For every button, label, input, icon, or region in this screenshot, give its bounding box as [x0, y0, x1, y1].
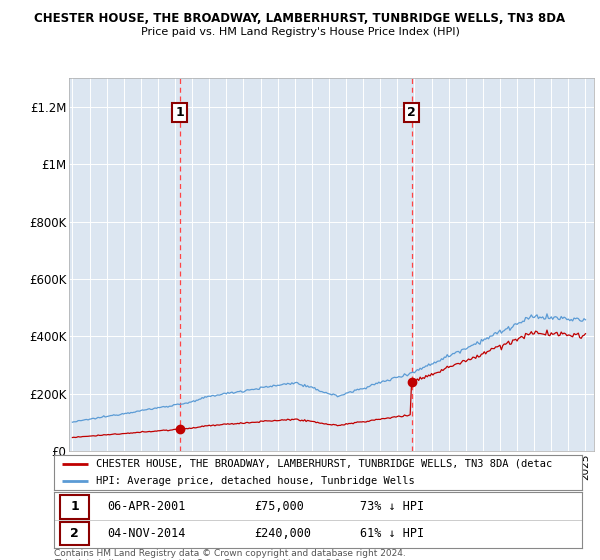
Text: 61% ↓ HPI: 61% ↓ HPI [360, 526, 424, 540]
Text: 1: 1 [175, 106, 184, 119]
Text: 06-APR-2001: 06-APR-2001 [107, 500, 185, 513]
Text: 1: 1 [70, 500, 79, 513]
FancyBboxPatch shape [61, 495, 89, 519]
Text: CHESTER HOUSE, THE BROADWAY, LAMBERHURST, TUNBRIDGE WELLS, TN3 8DA: CHESTER HOUSE, THE BROADWAY, LAMBERHURST… [34, 12, 566, 25]
Text: 73% ↓ HPI: 73% ↓ HPI [360, 500, 424, 513]
Text: £240,000: £240,000 [254, 526, 311, 540]
Text: Price paid vs. HM Land Registry's House Price Index (HPI): Price paid vs. HM Land Registry's House … [140, 27, 460, 37]
Text: Contains HM Land Registry data © Crown copyright and database right 2024.
This d: Contains HM Land Registry data © Crown c… [54, 549, 406, 560]
Text: 2: 2 [70, 526, 79, 540]
Text: HPI: Average price, detached house, Tunbridge Wells: HPI: Average price, detached house, Tunb… [96, 476, 415, 486]
Text: £75,000: £75,000 [254, 500, 305, 513]
Text: CHESTER HOUSE, THE BROADWAY, LAMBERHURST, TUNBRIDGE WELLS, TN3 8DA (detac: CHESTER HOUSE, THE BROADWAY, LAMBERHURST… [96, 459, 553, 469]
Text: 2: 2 [407, 106, 416, 119]
Text: 04-NOV-2014: 04-NOV-2014 [107, 526, 185, 540]
FancyBboxPatch shape [61, 522, 89, 545]
